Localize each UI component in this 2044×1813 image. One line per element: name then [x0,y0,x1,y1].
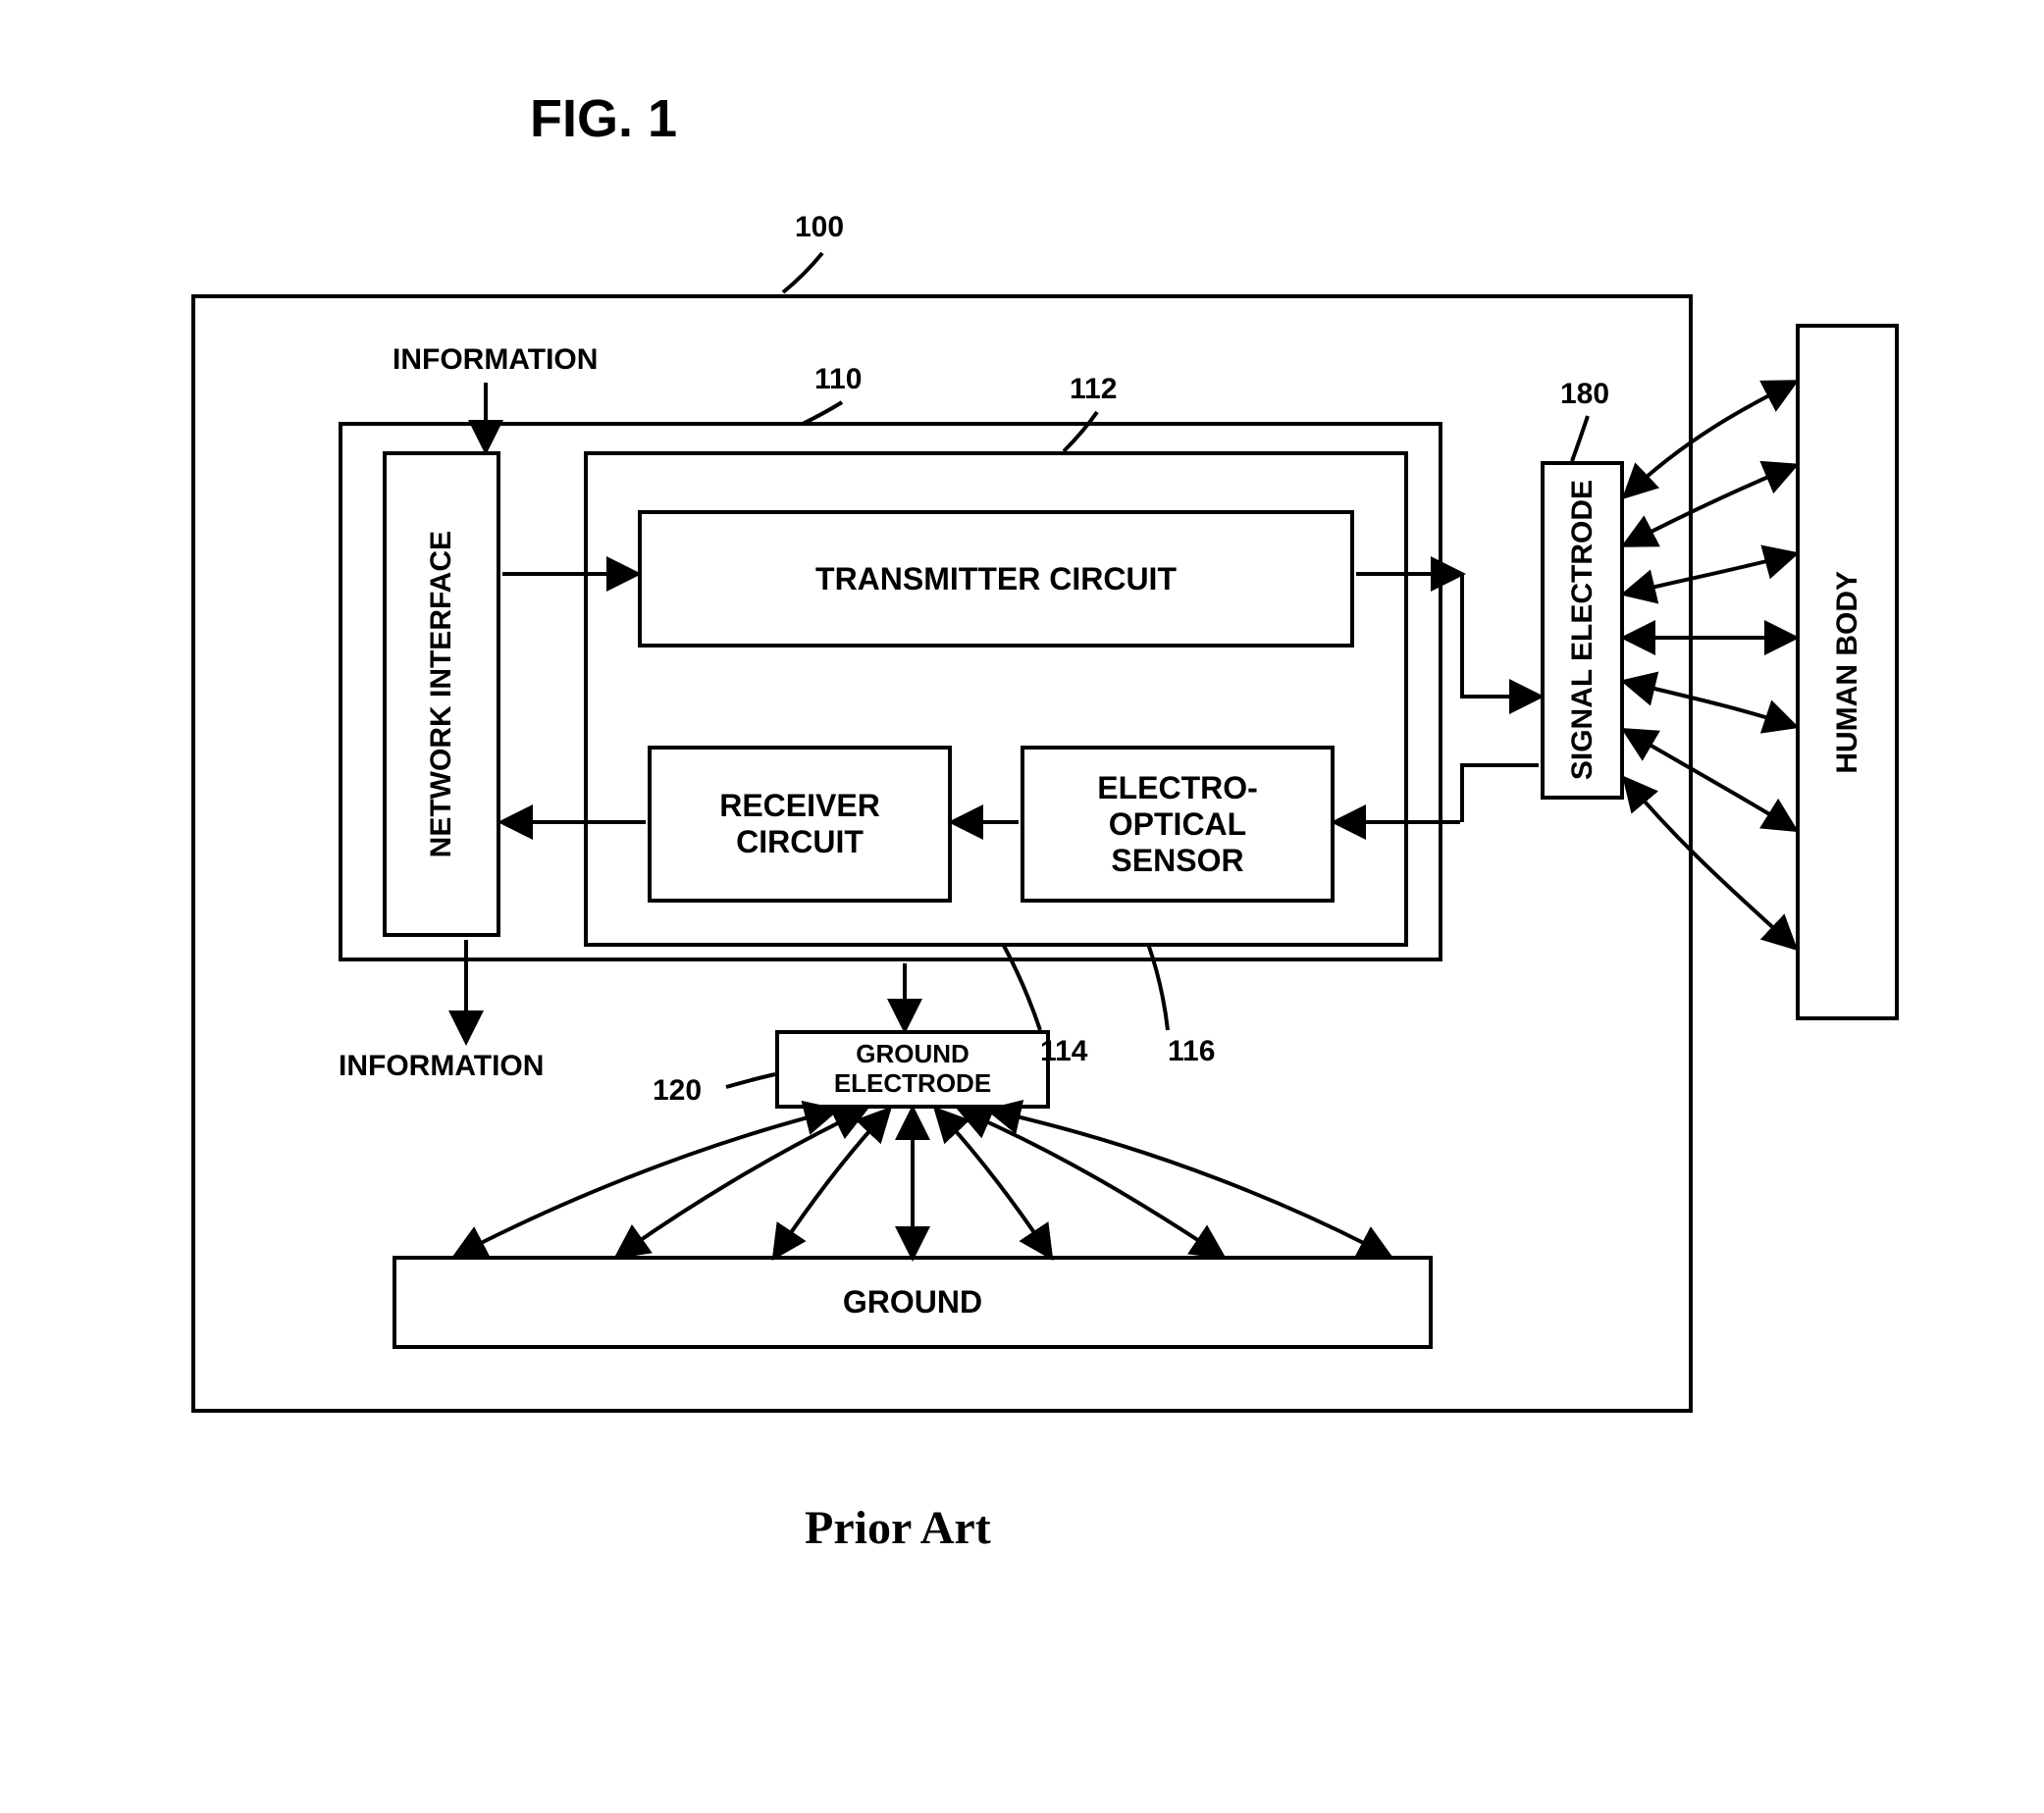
transmitter-circuit-box: TRANSMITTER CIRCUIT [638,510,1354,648]
prior-art-label: Prior Art [805,1501,991,1555]
network-interface-box: NETWORK INTERFACE [383,451,500,937]
information-out-label: INFORMATION [339,1050,544,1083]
ref-180: 180 [1560,378,1609,411]
human-body-label: HUMAN BODY [1831,571,1864,774]
ref-116: 116 [1168,1035,1215,1068]
ground-electrode-label: GROUND ELECTRODE [834,1040,991,1099]
ref-114: 114 [1040,1035,1087,1068]
information-in-label: INFORMATION [393,343,598,377]
network-interface-label: NETWORK INTERFACE [425,531,458,857]
ref-100: 100 [795,211,844,244]
electro-optical-sensor-label: ELECTRO- OPTICAL SENSOR [1097,770,1258,879]
ground-electrode-box: GROUND ELECTRODE [775,1030,1050,1109]
signal-electrode-label: SIGNAL ELECTRODE [1566,480,1599,780]
figure-title: FIG. 1 [530,88,677,149]
electro-optical-sensor-box: ELECTRO- OPTICAL SENSOR [1021,746,1335,903]
transmitter-circuit-label: TRANSMITTER CIRCUIT [815,561,1177,597]
ground-box: GROUND [393,1256,1433,1349]
ref-120: 120 [653,1074,702,1108]
signal-electrode-box: SIGNAL ELECTRODE [1541,461,1624,800]
ground-label: GROUND [843,1284,982,1321]
ref-110: 110 [814,363,862,396]
human-body-box: HUMAN BODY [1796,324,1899,1020]
receiver-circuit-box: RECEIVER CIRCUIT [648,746,952,903]
receiver-circuit-label: RECEIVER CIRCUIT [719,788,880,860]
ref-112: 112 [1070,373,1117,406]
